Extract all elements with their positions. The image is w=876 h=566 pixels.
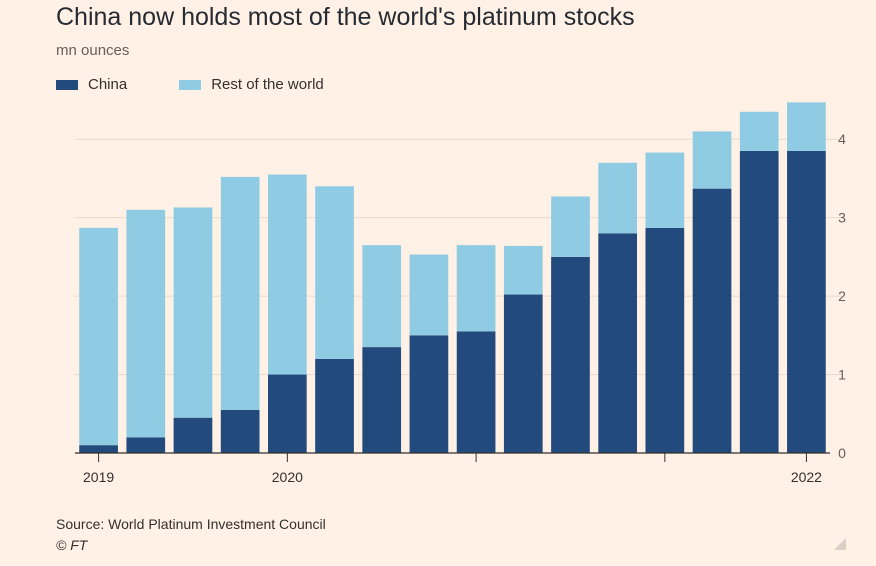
x-tick-label: 2019 bbox=[83, 469, 114, 485]
source-note: Source: World Platinum Investment Counci… bbox=[56, 516, 326, 532]
bar-rest-of-world bbox=[79, 227, 118, 446]
bar-china bbox=[126, 437, 166, 453]
legend-swatch-rest bbox=[179, 79, 202, 90]
bar-rest-of-world bbox=[267, 174, 307, 375]
bar-china bbox=[692, 188, 732, 454]
bar-china bbox=[267, 374, 307, 453]
legend: China Rest of the world bbox=[56, 76, 376, 93]
y-tick-label: 3 bbox=[838, 210, 846, 226]
bar-rest-of-world bbox=[126, 209, 166, 438]
bar-china bbox=[739, 150, 779, 453]
bar-china bbox=[456, 331, 496, 453]
bar-rest-of-world bbox=[551, 196, 590, 257]
chart-title: China now holds most of the world's plat… bbox=[56, 3, 635, 31]
y-tick-label: 4 bbox=[838, 131, 846, 147]
legend-label-rest: Rest of the world bbox=[211, 76, 324, 93]
bar-rest-of-world bbox=[173, 207, 213, 418]
bar-rest-of-world bbox=[598, 162, 638, 234]
bar-rest-of-world bbox=[315, 186, 354, 359]
legend-item-china: China bbox=[56, 76, 127, 93]
bar-rest-of-world bbox=[645, 152, 685, 228]
bar-china bbox=[787, 150, 826, 453]
bar-rest-of-world bbox=[220, 176, 260, 410]
bar-china bbox=[362, 347, 402, 453]
bar-rest-of-world bbox=[409, 254, 449, 336]
legend-label-china: China bbox=[88, 76, 128, 93]
x-tick-label: 2020 bbox=[272, 469, 303, 485]
bar-rest-of-world bbox=[456, 245, 496, 332]
bar-china bbox=[79, 445, 118, 453]
bar-china bbox=[173, 417, 213, 453]
resize-handle-icon bbox=[834, 538, 846, 550]
bar-china bbox=[315, 358, 354, 453]
legend-swatch-china bbox=[56, 79, 78, 90]
x-tick-label: 2022 bbox=[791, 469, 822, 485]
bar-rest-of-world bbox=[692, 131, 732, 189]
bar-rest-of-world bbox=[787, 102, 826, 151]
copyright-note: © FT bbox=[56, 537, 88, 553]
bar-rest-of-world bbox=[362, 245, 402, 348]
bar-china bbox=[409, 335, 449, 453]
legend-item-rest: Rest of the world bbox=[179, 76, 324, 93]
bar-china bbox=[598, 233, 638, 453]
y-tick-label: 1 bbox=[838, 367, 846, 383]
chart-subtitle: mn ounces bbox=[56, 42, 130, 59]
y-tick-label: 2 bbox=[838, 288, 846, 304]
bar-china bbox=[220, 409, 260, 453]
bar-china bbox=[645, 227, 685, 453]
bar-rest-of-world bbox=[503, 245, 543, 295]
bar-china bbox=[503, 294, 543, 453]
y-tick-label: 0 bbox=[838, 445, 846, 461]
bar-china bbox=[551, 256, 590, 453]
bar-rest-of-world bbox=[739, 111, 779, 151]
